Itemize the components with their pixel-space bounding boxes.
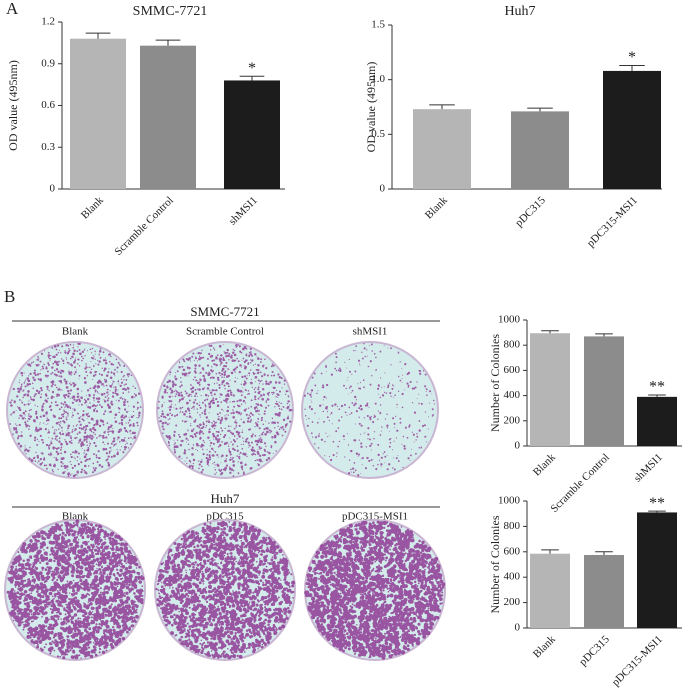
y-tick-label: 0: [515, 440, 521, 452]
colonies: [6, 519, 145, 660]
y-tick-label: 0.9: [41, 57, 55, 69]
culture-plate: [156, 341, 294, 479]
x-tick-label: Scramble Control: [112, 194, 176, 258]
plate-label: shMSI1: [353, 326, 388, 338]
x-tick-label: pDC315: [577, 633, 612, 668]
bar: [530, 553, 570, 628]
y-tick-label: 1.5: [371, 19, 385, 31]
significance-mark: *: [248, 60, 256, 77]
y-tick-label: 400: [504, 571, 521, 583]
bar: [603, 70, 661, 189]
culture-plate: [301, 341, 439, 479]
y-tick-label: 1000: [498, 495, 521, 507]
y-axis-label: OD value (495nm): [6, 60, 20, 151]
y-tick-label: 0.3: [41, 141, 55, 153]
y-tick-label: 800: [504, 339, 521, 351]
x-tick-label: Blank: [423, 194, 450, 221]
colonies: [155, 520, 296, 660]
y-axis-label: Number of Colonies: [488, 334, 502, 432]
plate-label: pDC315: [206, 511, 244, 523]
bar: [70, 38, 126, 190]
bar: [511, 111, 569, 189]
y-tick-label: 200: [504, 596, 521, 608]
y-tick-label: 800: [504, 520, 521, 532]
x-tick-label: Blank: [531, 633, 558, 660]
y-tick-label: 0.5: [371, 128, 385, 140]
y-tick-label: 600: [504, 364, 521, 376]
colonies: [304, 520, 446, 660]
chart-title: SMMC-7721: [133, 4, 208, 19]
y-axis-label: OD value (495nm): [364, 62, 378, 153]
y-tick-label: 1.0: [371, 73, 385, 85]
bar: [224, 80, 280, 189]
significance-mark: *: [628, 49, 636, 66]
colonies: [9, 342, 142, 478]
chart-title: Huh7: [504, 4, 535, 19]
significance-mark: **: [649, 379, 665, 396]
x-tick-label: Blank: [79, 194, 106, 221]
bar: [584, 336, 624, 446]
group-title: Huh7: [211, 491, 240, 506]
bar: [530, 333, 570, 446]
y-tick-label: 400: [504, 389, 521, 401]
bar: [637, 396, 677, 446]
x-tick-label: shMSI1: [632, 451, 665, 484]
x-tick-label: pDC315: [513, 194, 548, 229]
y-tick-label: 0: [380, 183, 386, 195]
y-axis-label: Number of Colonies: [488, 515, 502, 613]
plate-label: Blank: [62, 326, 89, 338]
group-title: SMMC-7721: [190, 304, 259, 319]
y-tick-label: 0: [515, 622, 521, 634]
x-tick-label: pDC315-MSI1: [610, 633, 665, 688]
x-tick-label: shMSI1: [227, 194, 260, 227]
x-tick-label: Blank: [531, 451, 558, 478]
y-tick-label: 1.2: [41, 16, 55, 28]
bar: [413, 109, 471, 189]
plate-label: pDC315-MSI1: [342, 511, 408, 523]
bar: [140, 45, 196, 190]
panel-label: A: [6, 0, 19, 18]
y-tick-label: 200: [504, 414, 521, 426]
y-tick-label: 0: [50, 183, 56, 195]
plate-label: Scramble Control: [186, 326, 264, 338]
x-tick-label: pDC315-MSI1: [585, 194, 640, 249]
x-tick-label: Scramble Control: [548, 451, 612, 515]
y-tick-label: 0.6: [41, 99, 55, 111]
y-tick-label: 1000: [498, 314, 521, 326]
bar: [584, 554, 624, 628]
y-tick-label: 600: [504, 545, 521, 557]
bar: [637, 512, 677, 628]
significance-mark: **: [649, 495, 665, 512]
panel-label: B: [4, 287, 15, 306]
